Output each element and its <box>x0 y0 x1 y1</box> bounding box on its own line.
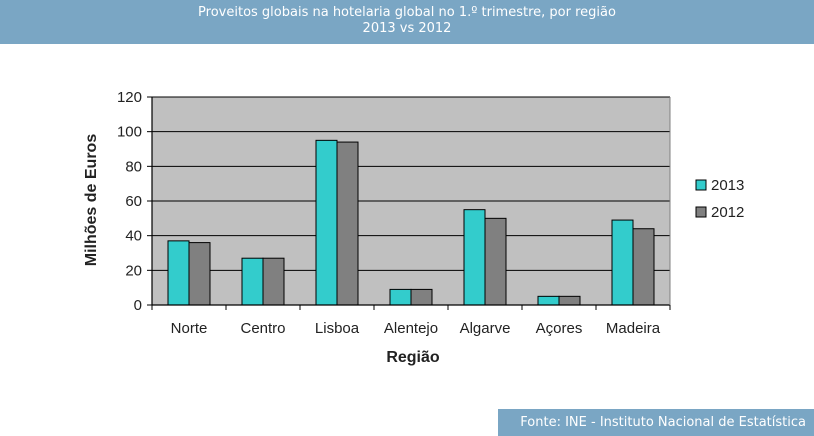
bar-2012-madeira <box>632 228 655 306</box>
chart-title-line-2: 2013 vs 2012 <box>362 21 452 36</box>
x-axis-title: Região <box>386 349 440 366</box>
legend-swatch-2013 <box>695 179 707 191</box>
x-tick-label: Açores <box>536 320 583 337</box>
bar-2012-alentejo <box>410 288 433 306</box>
legend-swatch-2012 <box>695 206 707 218</box>
bar-2013-lisboa <box>315 139 338 306</box>
y-tick-labels: 0 20 40 60 80 100 120 <box>117 89 152 314</box>
x-tick-label: Alentejo <box>384 320 438 337</box>
bar-2013-madeira <box>611 219 634 306</box>
bar-2012-açores <box>558 295 581 306</box>
y-tick-label: 60 <box>125 193 142 210</box>
x-tick-label: Norte <box>171 320 208 337</box>
x-tick-label: Madeira <box>606 320 661 337</box>
bar-chart: 0 20 40 60 80 100 120 Norte Centro Lisboa Alentej… <box>83 89 744 366</box>
bar-2013-açores <box>537 295 560 306</box>
x-tick-label: Algarve <box>460 320 511 337</box>
y-tick-label: 80 <box>125 158 142 175</box>
bar-2013-algarve <box>463 209 486 306</box>
bar-2012-lisboa <box>336 141 359 306</box>
source-note: Fonte: INE - Instituto Nacional de Estat… <box>498 409 814 436</box>
x-tick-labels: Norte Centro Lisboa Alentejo Algarve Açores Ma… <box>151 305 671 337</box>
chart-header: Proveitos globais na hotelaria global no… <box>0 0 814 44</box>
legend: 2013 2012 <box>695 177 744 221</box>
x-tick-label: Lisboa <box>315 320 360 337</box>
bar-2012-norte <box>188 242 211 306</box>
x-tick-label: Centro <box>240 320 285 337</box>
bar-2012-centro <box>262 257 285 306</box>
bars <box>167 139 655 306</box>
bar-2013-centro <box>241 257 264 306</box>
chart-title-line-1: Proveitos globais na hotelaria global no… <box>198 5 616 20</box>
y-tick-label: 20 <box>125 262 142 279</box>
bar-2013-norte <box>167 240 190 306</box>
y-tick-label: 100 <box>117 124 142 141</box>
bar-2013-alentejo <box>389 288 412 306</box>
bar-2012-algarve <box>484 217 507 306</box>
legend-label-2012: 2012 <box>711 204 744 221</box>
legend-label-2013: 2013 <box>711 177 744 194</box>
y-axis-title: Milhões de Euros <box>83 134 100 267</box>
y-tick-label: 120 <box>117 89 142 106</box>
y-tick-label: 0 <box>134 297 142 314</box>
y-tick-label: 40 <box>125 228 142 245</box>
